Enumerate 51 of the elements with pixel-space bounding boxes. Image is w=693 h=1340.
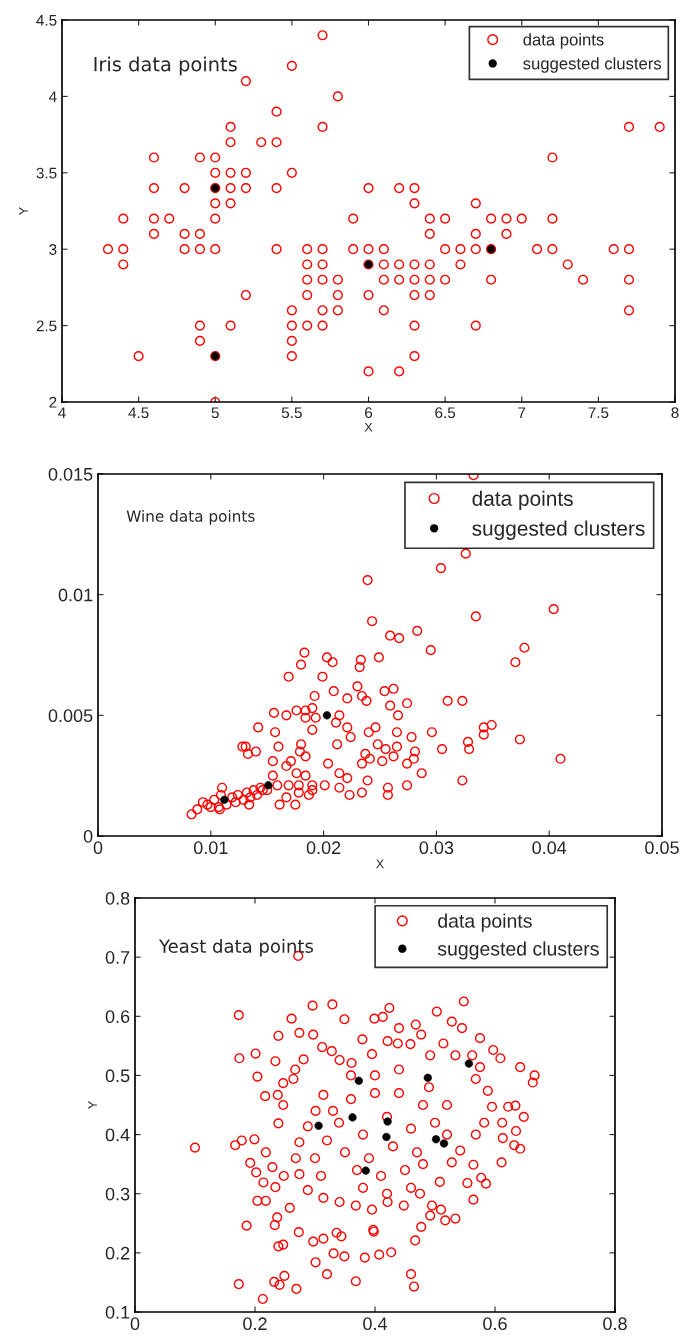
x-tick-label: 0.4 bbox=[363, 1317, 388, 1331]
legend-label: suggested clusters bbox=[523, 57, 662, 73]
y-tick-label: 0.2 bbox=[105, 1246, 130, 1260]
x-tick-label: 0.05 bbox=[645, 841, 679, 855]
y-tick-label: 0.7 bbox=[105, 951, 130, 964]
y-tick-label: 0.005 bbox=[48, 709, 93, 723]
x-tick-label: 0.01 bbox=[193, 841, 228, 855]
y-tick-label: 0.1 bbox=[105, 1305, 130, 1319]
y-axis-title: Y bbox=[88, 1101, 97, 1109]
x-tick-label: 0.03 bbox=[419, 841, 454, 855]
x-axis-title: X bbox=[364, 422, 373, 432]
y-tick-label: 4.5 bbox=[36, 15, 57, 26]
annotation: Yeast data points bbox=[158, 938, 314, 957]
y-tick-label: 0.5 bbox=[105, 1069, 130, 1083]
x-tick-label: 0.2 bbox=[243, 1317, 267, 1331]
x-tick-label: 0 bbox=[130, 1317, 140, 1331]
y-tick-label: 0.4 bbox=[105, 1128, 130, 1142]
x-tick-label: 0.8 bbox=[603, 1317, 627, 1331]
x-tick-label: 8 bbox=[671, 407, 679, 419]
legend-label: data points bbox=[438, 913, 532, 932]
annotation: Iris data points bbox=[94, 56, 237, 76]
x-tick-label: 0 bbox=[93, 841, 103, 855]
x-tick-label: 6 bbox=[365, 407, 373, 419]
legend-label: data points bbox=[472, 490, 573, 511]
y-tick-label: 2.5 bbox=[36, 320, 57, 332]
x-tick-label: 7 bbox=[518, 407, 526, 418]
y-tick-label: 0 bbox=[83, 829, 93, 843]
x-tick-label: 0.04 bbox=[532, 841, 567, 855]
y-tick-label: 3.5 bbox=[36, 167, 57, 179]
y-tick-label: 0.8 bbox=[105, 891, 130, 905]
y-axis-title: Y bbox=[19, 207, 28, 215]
y-tick-label: 0.3 bbox=[105, 1187, 130, 1201]
annotation: Wine data points bbox=[126, 510, 255, 525]
y-tick-label: 4 bbox=[48, 91, 57, 102]
x-tick-label: 4.5 bbox=[128, 407, 149, 419]
y-tick-label: 0.6 bbox=[105, 1010, 130, 1024]
y-tick-label: 2 bbox=[49, 396, 57, 408]
x-axis-title: X bbox=[376, 859, 384, 869]
x-tick-label: 4 bbox=[58, 407, 66, 418]
x-tick-label: 0.6 bbox=[483, 1317, 507, 1331]
y-tick-label: 3 bbox=[49, 244, 57, 255]
legend-label: suggested clusters bbox=[437, 941, 599, 960]
x-tick-label: 0.02 bbox=[306, 841, 341, 855]
x-tick-label: 6.5 bbox=[435, 407, 456, 419]
x-tick-label: 5.5 bbox=[281, 407, 302, 419]
y-tick-label: 0.015 bbox=[48, 467, 93, 481]
x-tick-label: 7.5 bbox=[588, 407, 609, 419]
legend-label: suggested clusters bbox=[472, 520, 645, 540]
legend-label: data points bbox=[523, 33, 604, 49]
x-tick-label: 5 bbox=[211, 407, 219, 419]
y-tick-label: 0.01 bbox=[58, 588, 93, 602]
